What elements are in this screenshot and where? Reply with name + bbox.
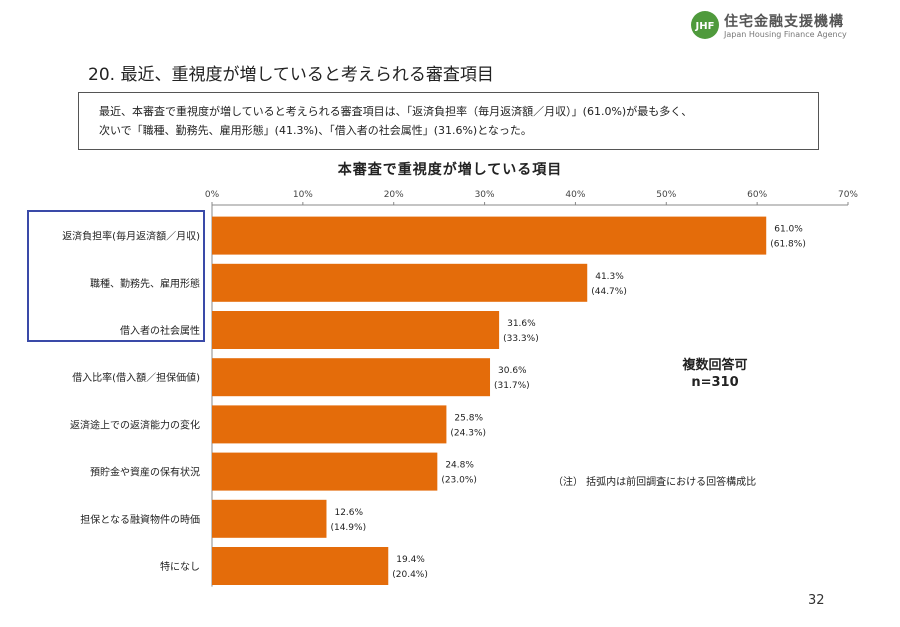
- x-tick-label: 30%: [475, 190, 495, 200]
- jhf-logo: JHF 住宅金融支援機構 Japan Housing Finance Agenc…: [690, 10, 890, 44]
- summary-box: 最近、本審査で重視度が増していると考えられる審査項目は、「返済負担率（毎月返済額…: [78, 92, 819, 150]
- x-tick-label: 70%: [838, 190, 858, 200]
- previous-value-label: (61.8%): [770, 240, 806, 250]
- category-label: 職種、勤務先、雇用形態: [90, 277, 200, 290]
- footnote: （注） 括弧内は前回調査における回答構成比: [553, 477, 757, 488]
- previous-value-label: (44.7%): [591, 287, 627, 297]
- previous-value-label: (31.7%): [494, 381, 530, 391]
- multi-answer-text: 複数回答可: [682, 358, 748, 373]
- jhf-logo-icon: JHF: [691, 11, 719, 39]
- value-label: 19.4%: [396, 555, 425, 565]
- summary-line-2: 次いで「職種、勤務先、雇用形態」(41.3%)、「借入者の社会属性」(31.6%…: [99, 124, 532, 137]
- value-label: 30.6%: [498, 366, 527, 376]
- x-tick-label: 10%: [293, 190, 313, 200]
- bar: [212, 405, 447, 444]
- page-number: 32: [808, 593, 825, 608]
- category-label: 借入比率(借入額／担保価値): [72, 371, 200, 384]
- bar: [212, 499, 327, 538]
- category-label: 借入者の社会属性: [120, 324, 200, 337]
- category-label: 返済途上での返済能力の変化: [70, 418, 200, 431]
- multi-answer-annotation: 複数回答可 n=310: [660, 357, 770, 391]
- summary-line-1: 最近、本審査で重視度が増していると考えられる審査項目は、「返済負担率（毎月返済額…: [99, 105, 693, 118]
- logo-en-text: Japan Housing Finance Agency: [724, 30, 847, 39]
- bar: [212, 452, 438, 491]
- value-label: 12.6%: [334, 508, 363, 518]
- logo-jp-text: 住宅金融支援機構: [724, 14, 844, 30]
- x-tick-label: 60%: [747, 190, 767, 200]
- bar: [212, 358, 491, 397]
- x-tick-label: 20%: [384, 190, 404, 200]
- previous-value-label: (33.3%): [503, 334, 539, 344]
- value-label: 31.6%: [507, 319, 536, 329]
- page-heading: 20. 最近、重視度が増していると考えられる審査項目: [88, 65, 494, 85]
- bar: [212, 216, 767, 255]
- bar: [212, 547, 389, 585]
- x-tick-label: 40%: [565, 190, 585, 200]
- category-label: 担保となる融資物件の時価: [80, 513, 200, 526]
- previous-value-label: (24.3%): [450, 428, 486, 438]
- category-label: 特になし: [160, 561, 200, 573]
- highlight-box: [27, 210, 205, 342]
- value-label: 41.3%: [595, 272, 624, 282]
- previous-value-label: (23.0%): [441, 476, 477, 486]
- x-tick-label: 50%: [656, 190, 676, 200]
- value-label: 25.8%: [454, 413, 483, 423]
- previous-value-label: (14.9%): [330, 523, 366, 533]
- bar: [212, 311, 500, 349]
- sample-size-text: n=310: [691, 375, 739, 390]
- value-label: 61.0%: [774, 225, 803, 235]
- chart-title: 本審査で重視度が増している項目: [337, 162, 563, 178]
- category-label: 預貯金や資産の保有状況: [90, 466, 200, 479]
- value-label: 24.8%: [445, 461, 474, 471]
- logo-mark-text: JHF: [695, 21, 715, 32]
- x-tick-label: 0%: [205, 190, 220, 200]
- category-label: 返済負担率(毎月返済額／月収): [62, 230, 200, 243]
- bar: [212, 263, 588, 302]
- previous-value-label: (20.4%): [392, 570, 428, 580]
